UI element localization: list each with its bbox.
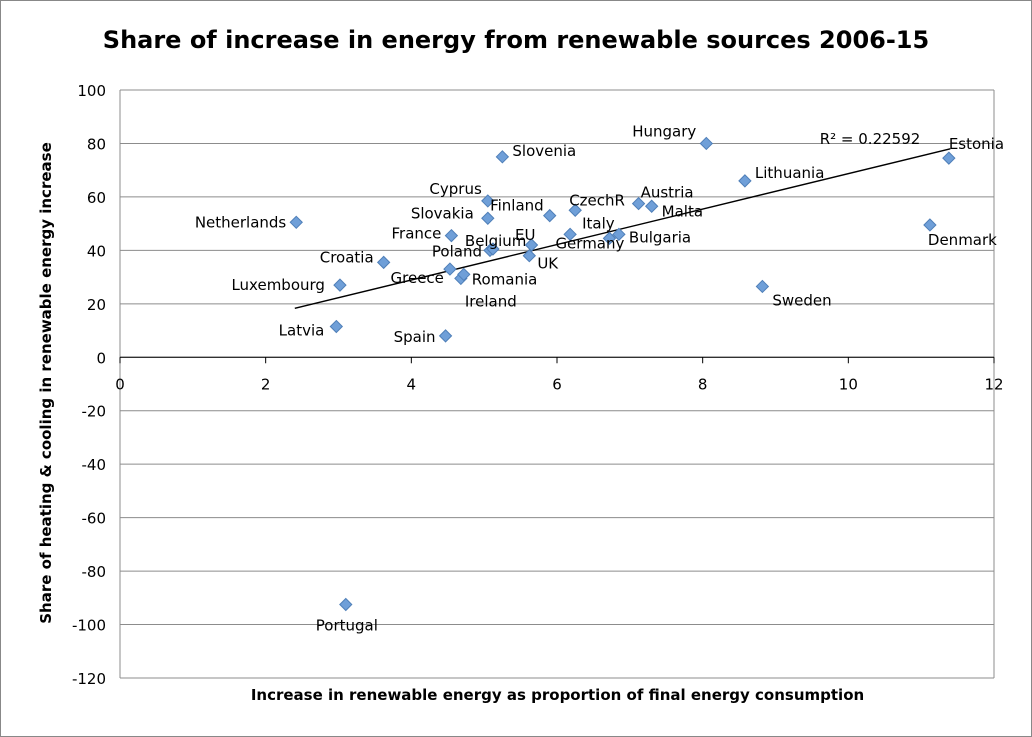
- point-label-malta: Malta: [662, 202, 703, 220]
- y-tick-label: -20: [82, 403, 107, 421]
- point-spain: [438, 329, 453, 343]
- point-label-sweden: Sweden: [772, 291, 831, 309]
- point-label-belgium: Belgium: [465, 232, 527, 250]
- point-label-bulgaria: Bulgaria: [629, 228, 691, 246]
- point-luxembourg: [333, 278, 347, 292]
- point-greece: [443, 262, 457, 276]
- point-label-slovakia: Slovakia: [411, 204, 474, 222]
- trendline-group: R² = 0.22592: [294, 130, 951, 310]
- x-tick-label: 12: [984, 375, 1003, 393]
- point-austria: [631, 196, 646, 211]
- point-labels: Netherlands Luxembourg Latvia Croatia Portug…: [195, 122, 1004, 634]
- x-tick-label: 0: [115, 375, 125, 393]
- y-tick-label: -60: [82, 510, 107, 528]
- data-points: [289, 136, 956, 612]
- point-label-poland: Poland: [432, 242, 482, 260]
- y-tick-label: -120: [72, 670, 106, 688]
- point-malta: [644, 199, 659, 213]
- point-label-denmark: Denmark: [928, 231, 997, 249]
- tick-labels: 100 80 60 40 20 0 -20 -40 -60 -80 -100 -120 0 2 4 6 8 10 1…: [72, 82, 1004, 688]
- point-label-luxembourg: Luxembourg: [231, 276, 325, 294]
- point-label-germany: Germany: [555, 234, 624, 252]
- point-portugal: [339, 597, 353, 612]
- point-label-croatia: Croatia: [320, 248, 374, 266]
- point-eu: [524, 238, 539, 252]
- point-label-uk: UK: [537, 255, 559, 273]
- point-label-greece: Greece: [391, 269, 444, 287]
- y-tick-label: -80: [82, 563, 107, 581]
- point-slovenia: [495, 150, 510, 164]
- point-denmark: [923, 218, 937, 232]
- x-tick-label: 10: [839, 375, 858, 393]
- point-germany: [602, 231, 617, 246]
- point-label-latvia: Latvia: [279, 322, 325, 340]
- point-label-romania: Romania: [472, 270, 538, 288]
- x-tick-label: 6: [552, 375, 562, 393]
- point-label-estonia: Estonia: [949, 135, 1004, 153]
- point-slovakia: [481, 211, 495, 225]
- point-label-slovenia: Slovenia: [512, 142, 576, 160]
- y-tick-label: 20: [87, 296, 106, 314]
- point-cyprus: [481, 194, 495, 208]
- trendline: [294, 148, 951, 310]
- point-estonia: [942, 151, 956, 165]
- point-sweden: [755, 279, 770, 294]
- point-label-portugal: Portugal: [316, 617, 378, 635]
- y-tick-label: -40: [82, 456, 107, 474]
- axes: [119, 90, 995, 678]
- x-axis-label: Increase in renewable energy as proporti…: [250, 686, 865, 704]
- y-tick-label: 40: [87, 242, 106, 260]
- point-label-france: France: [392, 225, 442, 243]
- point-label-lithuania: Lithuania: [755, 164, 824, 182]
- y-tick-label: 80: [87, 135, 106, 153]
- y-tick-label: 60: [87, 189, 106, 207]
- point-label-italy: Italy: [582, 214, 615, 232]
- point-label-netherlands: Netherlands: [195, 213, 287, 231]
- point-netherlands: [289, 215, 303, 230]
- point-finland: [543, 208, 557, 223]
- point-label-cyprus: Cyprus: [429, 180, 482, 198]
- r-squared-label: R² = 0.22592: [820, 130, 921, 148]
- point-label-spain: Spain: [394, 328, 436, 346]
- point-label-finland: Finland: [490, 197, 544, 215]
- x-tick-label: 2: [261, 375, 271, 393]
- point-romania: [457, 267, 471, 282]
- point-label-austria: Austria: [641, 184, 694, 202]
- y-tick-label: 100: [77, 82, 106, 100]
- chart-title: Share of increase in energy from renewab…: [102, 26, 930, 54]
- point-france: [444, 228, 459, 243]
- point-label-eu: EU: [515, 226, 535, 244]
- point-czechr: [568, 203, 582, 217]
- point-lithuania: [738, 174, 752, 188]
- gridlines: [120, 89, 994, 679]
- point-label-czechr: CzechR: [569, 191, 625, 209]
- point-label-ireland: Ireland: [465, 292, 517, 310]
- point-belgium: [486, 242, 500, 256]
- y-tick-label: -100: [72, 617, 106, 635]
- y-tick-label: 0: [96, 349, 106, 367]
- point-label-hungary: Hungary: [632, 122, 696, 140]
- x-tick-label: 4: [407, 375, 417, 393]
- x-tick-label: 8: [698, 375, 708, 393]
- point-hungary: [699, 136, 714, 151]
- point-latvia: [329, 319, 344, 334]
- point-uk: [522, 249, 537, 263]
- point-croatia: [376, 255, 391, 270]
- point-italy: [563, 227, 577, 242]
- point-bulgaria: [612, 227, 626, 242]
